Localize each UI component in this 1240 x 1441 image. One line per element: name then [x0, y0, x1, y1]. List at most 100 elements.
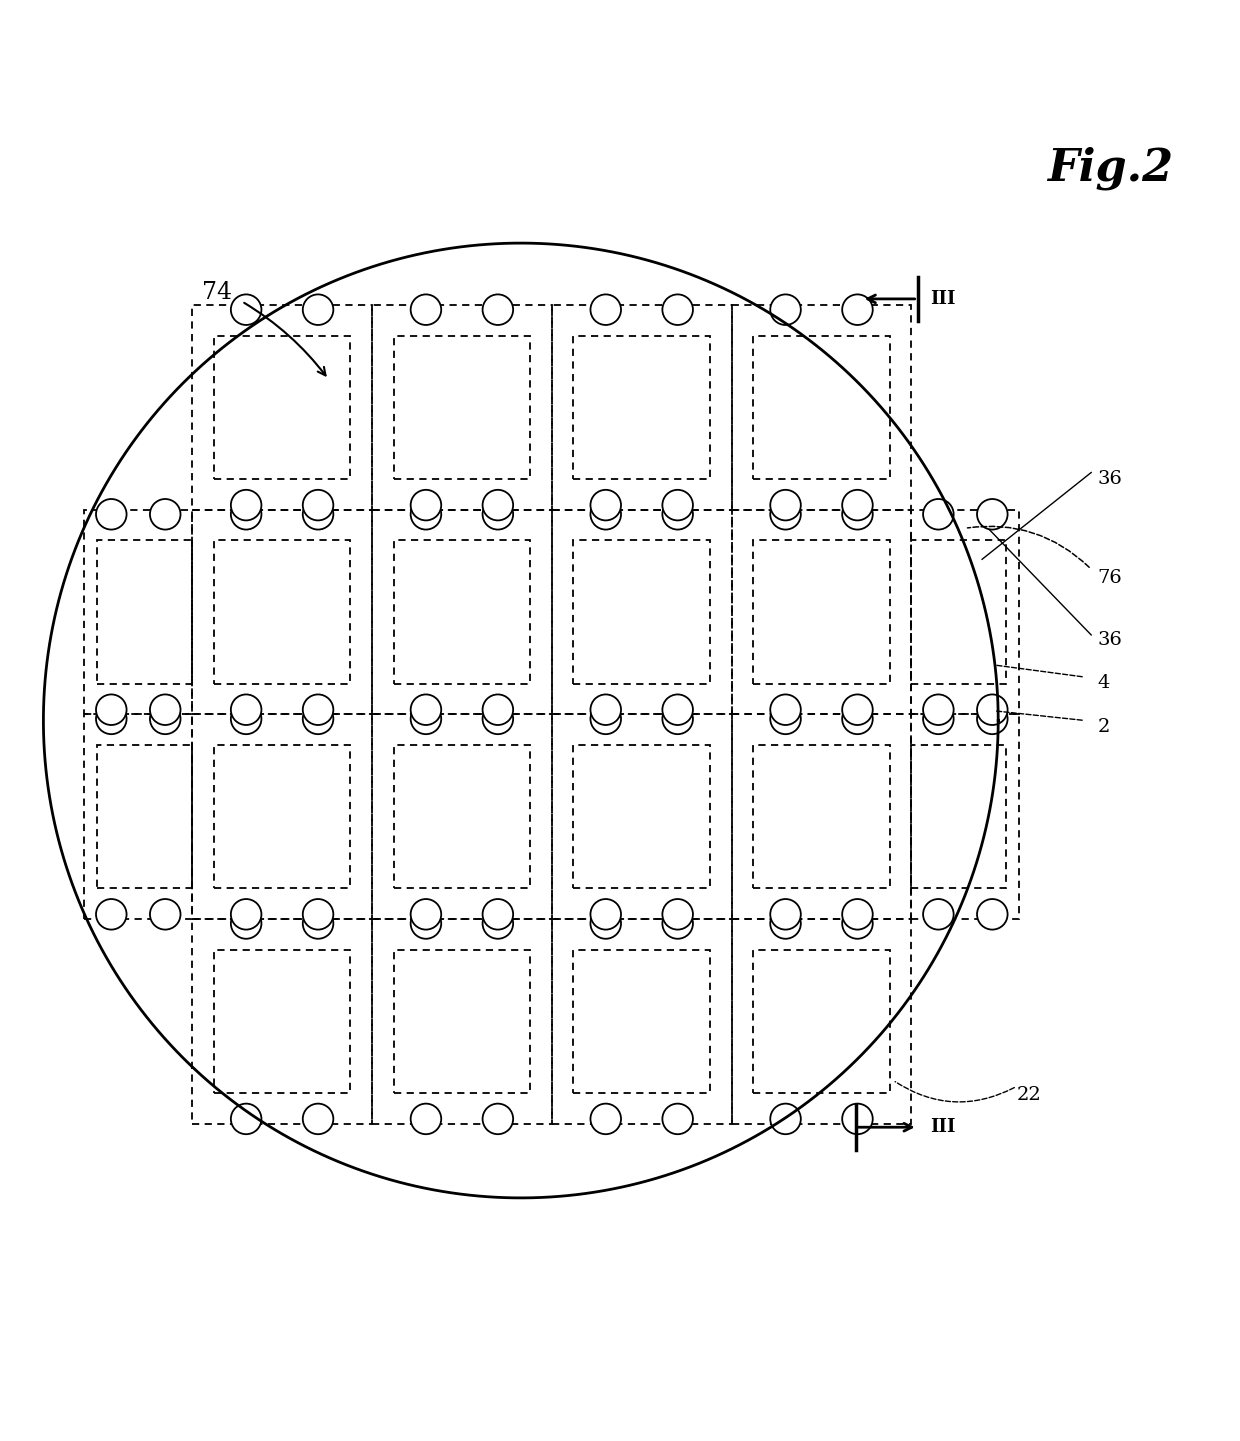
Circle shape [303, 294, 334, 326]
Bar [573, 336, 711, 478]
Circle shape [303, 908, 334, 938]
Circle shape [590, 1104, 621, 1134]
Circle shape [482, 1104, 513, 1134]
Bar [911, 715, 1019, 919]
Bar [372, 919, 552, 1124]
Circle shape [842, 294, 873, 326]
Circle shape [662, 908, 693, 938]
Bar [192, 715, 372, 919]
Bar [372, 510, 552, 715]
Circle shape [95, 695, 126, 725]
Circle shape [482, 908, 513, 938]
Circle shape [410, 499, 441, 530]
Circle shape [231, 899, 262, 929]
Bar [213, 745, 351, 888]
Bar [372, 305, 552, 510]
Circle shape [303, 1104, 334, 1134]
Circle shape [770, 695, 801, 725]
Bar [393, 950, 531, 1092]
Bar [213, 336, 351, 478]
Bar [192, 510, 372, 715]
Circle shape [977, 695, 1008, 725]
Bar [732, 305, 911, 510]
Circle shape [303, 499, 334, 530]
Text: Fig.2: Fig.2 [1047, 147, 1173, 190]
Circle shape [482, 899, 513, 929]
Circle shape [231, 490, 262, 520]
Circle shape [590, 703, 621, 733]
Circle shape [590, 695, 621, 725]
Bar [84, 510, 192, 715]
Bar [97, 540, 192, 683]
Circle shape [303, 490, 334, 520]
Text: 2: 2 [1097, 718, 1110, 736]
Circle shape [150, 703, 181, 733]
Circle shape [977, 899, 1008, 929]
Circle shape [410, 695, 441, 725]
Circle shape [842, 908, 873, 938]
Bar [552, 715, 732, 919]
Circle shape [770, 499, 801, 530]
Text: 4: 4 [1097, 674, 1110, 692]
Bar [192, 919, 372, 1124]
Circle shape [770, 1104, 801, 1134]
Circle shape [770, 294, 801, 326]
Circle shape [150, 695, 181, 725]
Bar [393, 336, 531, 478]
Bar [213, 950, 351, 1092]
Bar [732, 919, 911, 1124]
Bar [753, 336, 890, 478]
Circle shape [842, 1104, 873, 1134]
Circle shape [150, 499, 181, 530]
Circle shape [770, 899, 801, 929]
Text: III: III [930, 290, 956, 308]
Circle shape [977, 499, 1008, 530]
Circle shape [590, 899, 621, 929]
Text: III: III [930, 1118, 956, 1136]
Circle shape [231, 294, 262, 326]
Bar [372, 715, 552, 919]
Bar [552, 305, 732, 510]
Circle shape [662, 695, 693, 725]
Circle shape [303, 695, 334, 725]
Bar [911, 540, 1007, 683]
Bar [552, 510, 732, 715]
Circle shape [231, 695, 262, 725]
Circle shape [770, 490, 801, 520]
Circle shape [482, 703, 513, 733]
Bar [573, 950, 711, 1092]
Circle shape [410, 294, 441, 326]
Circle shape [590, 499, 621, 530]
Bar [552, 919, 732, 1124]
Circle shape [231, 499, 262, 530]
Circle shape [842, 695, 873, 725]
Text: 36: 36 [1097, 631, 1122, 648]
Circle shape [410, 908, 441, 938]
Bar [753, 745, 890, 888]
Circle shape [482, 490, 513, 520]
Circle shape [231, 908, 262, 938]
Bar [911, 510, 1019, 715]
Circle shape [410, 703, 441, 733]
Circle shape [231, 703, 262, 733]
Circle shape [482, 695, 513, 725]
Bar [84, 715, 192, 919]
Bar [192, 305, 372, 510]
Text: 74: 74 [202, 281, 232, 304]
Circle shape [923, 899, 954, 929]
Text: 76: 76 [1097, 569, 1122, 586]
Bar [732, 715, 911, 919]
Circle shape [842, 499, 873, 530]
Circle shape [923, 703, 954, 733]
Circle shape [95, 703, 126, 733]
Circle shape [923, 695, 954, 725]
Circle shape [410, 1104, 441, 1134]
Circle shape [150, 899, 181, 929]
Circle shape [662, 1104, 693, 1134]
Circle shape [482, 294, 513, 326]
Circle shape [662, 499, 693, 530]
Bar [97, 745, 192, 888]
Bar [911, 745, 1007, 888]
Bar [753, 540, 890, 683]
Circle shape [842, 490, 873, 520]
